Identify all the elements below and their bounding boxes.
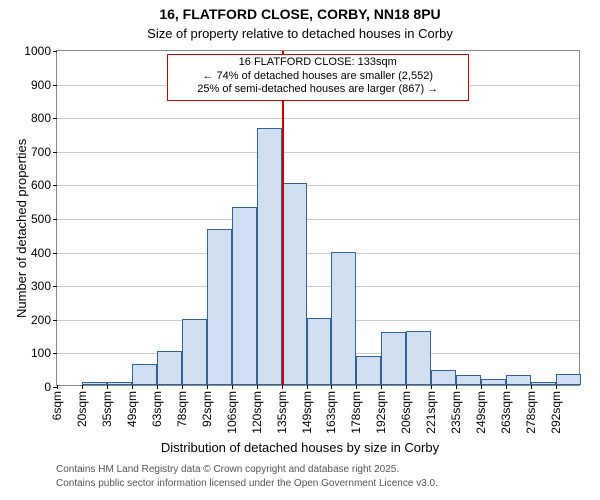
- ytick-mark: [53, 286, 57, 287]
- xtick-mark: [182, 385, 183, 389]
- chart-title-main: 16, FLATFORD CLOSE, CORBY, NN18 8PU: [0, 6, 600, 22]
- histogram-bar: [157, 351, 182, 385]
- annotation-box: 16 FLATFORD CLOSE: 133sqm← 74% of detach…: [167, 54, 469, 101]
- gridline: [57, 219, 579, 220]
- histogram-bar: [456, 375, 481, 385]
- histogram-bar: [431, 370, 456, 385]
- xtick-mark: [282, 385, 283, 389]
- xtick-label: 221sqm: [424, 391, 438, 434]
- xtick-label: 178sqm: [349, 391, 363, 434]
- histogram-bar: [182, 319, 207, 385]
- histogram-bar: [307, 318, 332, 385]
- gridline: [57, 185, 579, 186]
- ytick-mark: [53, 253, 57, 254]
- xtick-mark: [506, 385, 507, 389]
- ytick-mark: [53, 51, 57, 52]
- copyright-line1: Contains HM Land Registry data © Crown c…: [56, 464, 399, 475]
- xtick-mark: [456, 385, 457, 389]
- copyright-line2: Contains public sector information licen…: [56, 478, 438, 489]
- ytick-mark: [53, 118, 57, 119]
- xtick-mark: [556, 385, 557, 389]
- xtick-mark: [82, 385, 83, 389]
- xtick-label: 292sqm: [549, 391, 563, 434]
- histogram-bar: [207, 229, 232, 385]
- histogram-bar: [481, 379, 506, 385]
- xtick-mark: [257, 385, 258, 389]
- histogram-bar: [232, 207, 257, 385]
- gridline: [57, 286, 579, 287]
- plot-area: 010020030040050060070080090010006sqm20sq…: [56, 50, 580, 386]
- histogram-bar: [556, 374, 581, 385]
- histogram-bar: [356, 356, 381, 385]
- xtick-label: 249sqm: [474, 391, 488, 434]
- xtick-label: 135sqm: [275, 391, 289, 434]
- gridline: [57, 253, 579, 254]
- xtick-label: 163sqm: [324, 391, 338, 434]
- xtick-label: 192sqm: [374, 391, 388, 434]
- histogram-bar: [531, 382, 556, 385]
- annotation-line: 16 FLATFORD CLOSE: 133sqm: [170, 56, 466, 69]
- annotation-line: 25% of semi-detached houses are larger (…: [170, 83, 466, 96]
- histogram-bar: [506, 375, 531, 385]
- xtick-label: 49sqm: [125, 391, 139, 427]
- xtick-label: 20sqm: [75, 391, 89, 427]
- xtick-label: 78sqm: [175, 391, 189, 427]
- histogram-bar: [257, 128, 282, 385]
- histogram-bar: [282, 183, 307, 385]
- histogram-bar: [82, 382, 107, 385]
- ytick-mark: [53, 85, 57, 86]
- gridline: [57, 118, 579, 119]
- xtick-label: 263sqm: [499, 391, 513, 434]
- xtick-mark: [356, 385, 357, 389]
- xtick-mark: [132, 385, 133, 389]
- xtick-mark: [531, 385, 532, 389]
- ytick-mark: [53, 219, 57, 220]
- histogram-bar: [381, 332, 406, 385]
- ytick-mark: [53, 320, 57, 321]
- y-axis-label: Number of detached properties: [14, 139, 29, 318]
- histogram-bar: [132, 364, 157, 385]
- xtick-label: 63sqm: [150, 391, 164, 427]
- xtick-label: 120sqm: [250, 391, 264, 434]
- histogram-bar: [406, 331, 431, 385]
- xtick-label: 278sqm: [524, 391, 538, 434]
- xtick-label: 92sqm: [200, 391, 214, 427]
- xtick-mark: [431, 385, 432, 389]
- x-axis-label: Distribution of detached houses by size …: [0, 440, 600, 455]
- xtick-label: 149sqm: [300, 391, 314, 434]
- xtick-label: 106sqm: [225, 391, 239, 434]
- xtick-mark: [406, 385, 407, 389]
- xtick-label: 206sqm: [399, 391, 413, 434]
- xtick-mark: [232, 385, 233, 389]
- xtick-mark: [157, 385, 158, 389]
- xtick-label: 35sqm: [100, 391, 114, 427]
- chart-title-sub: Size of property relative to detached ho…: [0, 26, 600, 41]
- xtick-mark: [107, 385, 108, 389]
- histogram-bar: [331, 252, 356, 385]
- xtick-label: 6sqm: [50, 391, 64, 420]
- ytick-mark: [53, 353, 57, 354]
- histogram-bar: [107, 382, 132, 385]
- xtick-label: 235sqm: [449, 391, 463, 434]
- gridline: [57, 152, 579, 153]
- ytick-mark: [53, 152, 57, 153]
- xtick-mark: [481, 385, 482, 389]
- annotation-line: ← 74% of detached houses are smaller (2,…: [170, 70, 466, 83]
- xtick-mark: [381, 385, 382, 389]
- xtick-mark: [207, 385, 208, 389]
- xtick-mark: [57, 385, 58, 389]
- ytick-mark: [53, 185, 57, 186]
- xtick-mark: [307, 385, 308, 389]
- xtick-mark: [331, 385, 332, 389]
